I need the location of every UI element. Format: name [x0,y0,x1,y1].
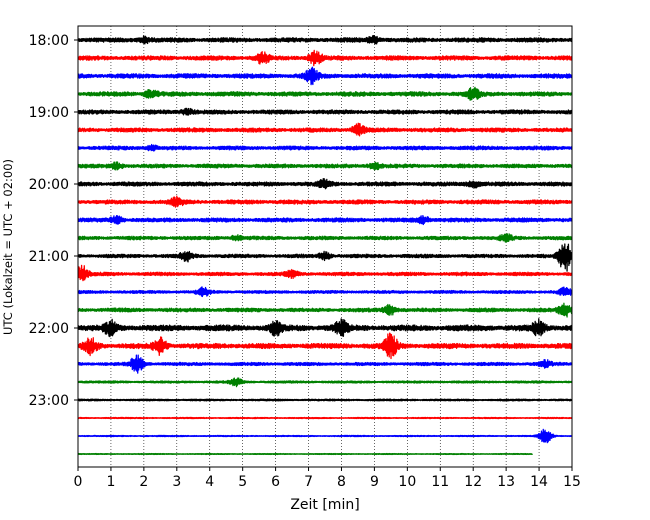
y-tick-label: 23:00 [29,393,69,409]
x-tick-label: 7 [304,474,313,490]
plot-frame [77,25,573,468]
seismic-trace [78,377,572,388]
y-tick-label: 21:00 [29,249,69,265]
seismic-trace [78,66,572,86]
seismic-trace [78,214,572,226]
seismic-trace [78,143,572,152]
seismic-trace [78,302,572,318]
trace-layer [78,34,572,456]
seismic-trace [78,354,572,374]
y-axis-label: UTC (Lokalzeit = UTC + 02:00) [1,159,15,335]
x-tick-label: 14 [530,474,548,490]
seismic-trace [78,195,572,208]
x-tick-label: 5 [238,474,247,490]
seismic-trace [78,161,572,171]
x-tick-label: 11 [431,474,449,490]
y-tick-label: 20:00 [29,177,69,193]
seismic-trace [78,49,572,67]
x-tick-label: 6 [271,474,280,490]
x-axis: 0 1 2 3 4 5 6 7 8 9 10 11 12 13 14 15 [74,467,581,490]
x-tick-label: 2 [139,474,148,490]
seismic-trace [78,107,572,116]
x-tick-label: 0 [74,474,83,490]
seismic-trace [78,177,572,190]
x-tick-label: 4 [205,474,214,490]
x-tick-label: 8 [337,474,346,490]
x-axis-label: Zeit [min] [290,497,359,513]
y-tick-label: 18:00 [29,33,69,49]
seismic-trace [78,332,572,360]
y-tick-label: 22:00 [29,321,69,337]
x-tick-label: 1 [106,474,115,490]
x-tick-label: 13 [497,474,515,490]
seismic-trace [78,416,572,420]
seismic-trace [78,398,572,402]
x-tick-label: 3 [172,474,181,490]
y-tick-label: 19:00 [29,105,69,121]
x-tick-label: 15 [563,474,581,490]
x-tick-label: 10 [398,474,416,490]
seismic-trace [78,286,572,298]
seismic-trace [78,318,572,338]
y-axis: 18:00 19:00 20:00 21:00 22:00 23:00 [29,33,78,409]
seismic-trace [78,233,572,243]
seismic-trace [78,243,572,272]
seismic-trace [78,264,572,282]
seismic-trace [78,428,572,444]
x-tick-label: 9 [370,474,379,490]
seismic-trace [78,34,572,45]
seismic-trace [78,122,572,137]
seismic-trace [78,86,572,101]
seismic-trace [78,452,533,456]
x-tick-label: 12 [464,474,482,490]
